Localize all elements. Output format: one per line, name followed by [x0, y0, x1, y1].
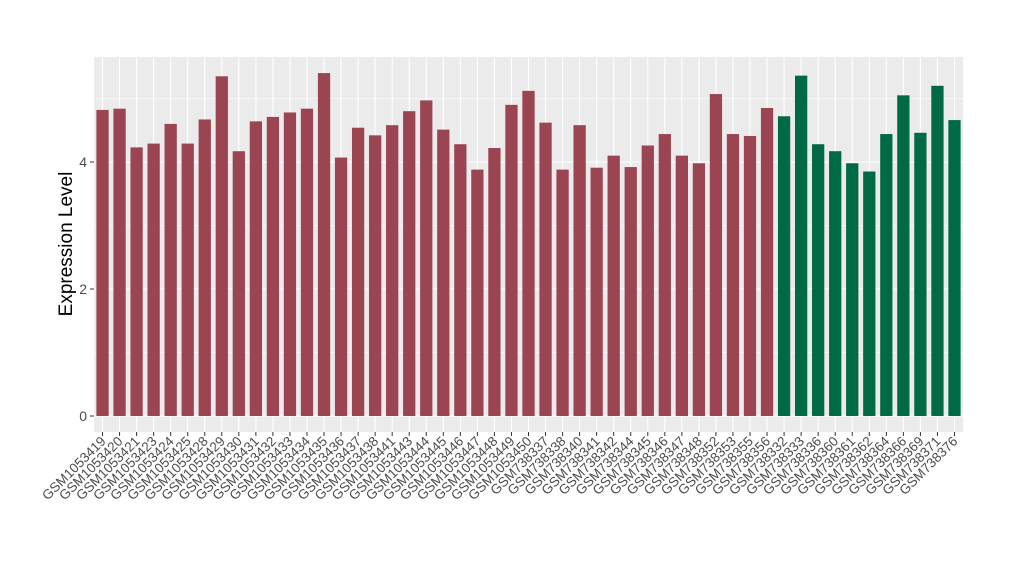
y-tick-label: 4: [79, 154, 87, 170]
bar-GSM738348: [692, 163, 706, 416]
bar-GSM738353: [726, 134, 740, 416]
bar-GSM738336: [812, 144, 825, 416]
bar-GSM738362: [863, 171, 876, 416]
bar-GSM1053447: [471, 169, 484, 416]
bar-GSM1053434: [300, 108, 314, 416]
bar-GSM1053425: [181, 143, 194, 416]
bar-GSM738342: [607, 155, 620, 416]
bar-GSM1053446: [454, 144, 467, 416]
x-axis-ticks: GSM1053419GSM1053420GSM1053421GSM1053423…: [39, 432, 961, 503]
y-tick-label: 0: [79, 408, 87, 424]
bar-GSM738344: [624, 167, 637, 416]
bar-GSM1053445: [437, 129, 450, 417]
y-tick-label: 2: [79, 281, 87, 297]
bar-GSM1053433: [283, 112, 297, 416]
bar-GSM1053438: [369, 135, 382, 416]
bar-GSM738355: [743, 135, 757, 416]
bar-GSM1053435: [317, 73, 331, 416]
bar-GSM738371: [931, 85, 944, 417]
bar-GSM1053448: [488, 148, 501, 416]
bar-GSM1053449: [505, 104, 518, 416]
bar-GSM1053430: [232, 151, 245, 416]
bar-GSM738369: [914, 132, 927, 417]
bar-GSM1053419: [96, 109, 109, 417]
bar-GSM1053420: [113, 108, 126, 416]
bar-GSM738340: [573, 125, 586, 417]
bar-GSM738352: [709, 94, 723, 417]
bar-GSM1053428: [198, 119, 211, 416]
bar-GSM1053436: [334, 157, 348, 416]
bars: [96, 73, 961, 417]
bar-GSM738360: [829, 151, 842, 416]
bar-GSM738376: [948, 120, 961, 416]
y-axis-label: Expression Level: [56, 172, 77, 317]
bar-GSM1053443: [403, 111, 416, 416]
bar-GSM738332: [777, 116, 791, 416]
bar-GSM1053441: [386, 125, 399, 417]
bar-GSM738356: [760, 108, 774, 417]
bar-GSM1053424: [164, 123, 177, 417]
bar-GSM1053437: [351, 127, 365, 417]
bar-GSM738338: [556, 169, 569, 416]
bar-GSM1053431: [249, 121, 263, 417]
bar-GSM738364: [880, 134, 893, 416]
bar-GSM738333: [794, 75, 808, 416]
bar-GSM1053432: [266, 116, 280, 416]
bar-GSM1053421: [130, 147, 143, 416]
bar-GSM1053444: [420, 100, 433, 416]
bar-GSM738337: [539, 122, 552, 416]
bar-GSM738345: [641, 145, 654, 417]
bar-GSM1053423: [147, 143, 160, 416]
bar-GSM738366: [897, 95, 910, 416]
bar-GSM738361: [846, 163, 859, 416]
y-axis-ticks: 0 2 4: [79, 154, 94, 424]
bar-GSM738346: [658, 134, 671, 416]
bar-GSM1053450: [522, 90, 535, 416]
bar-GSM738341: [590, 167, 603, 416]
bar-GSM738347: [675, 155, 688, 416]
bar-GSM1053429: [215, 76, 228, 417]
